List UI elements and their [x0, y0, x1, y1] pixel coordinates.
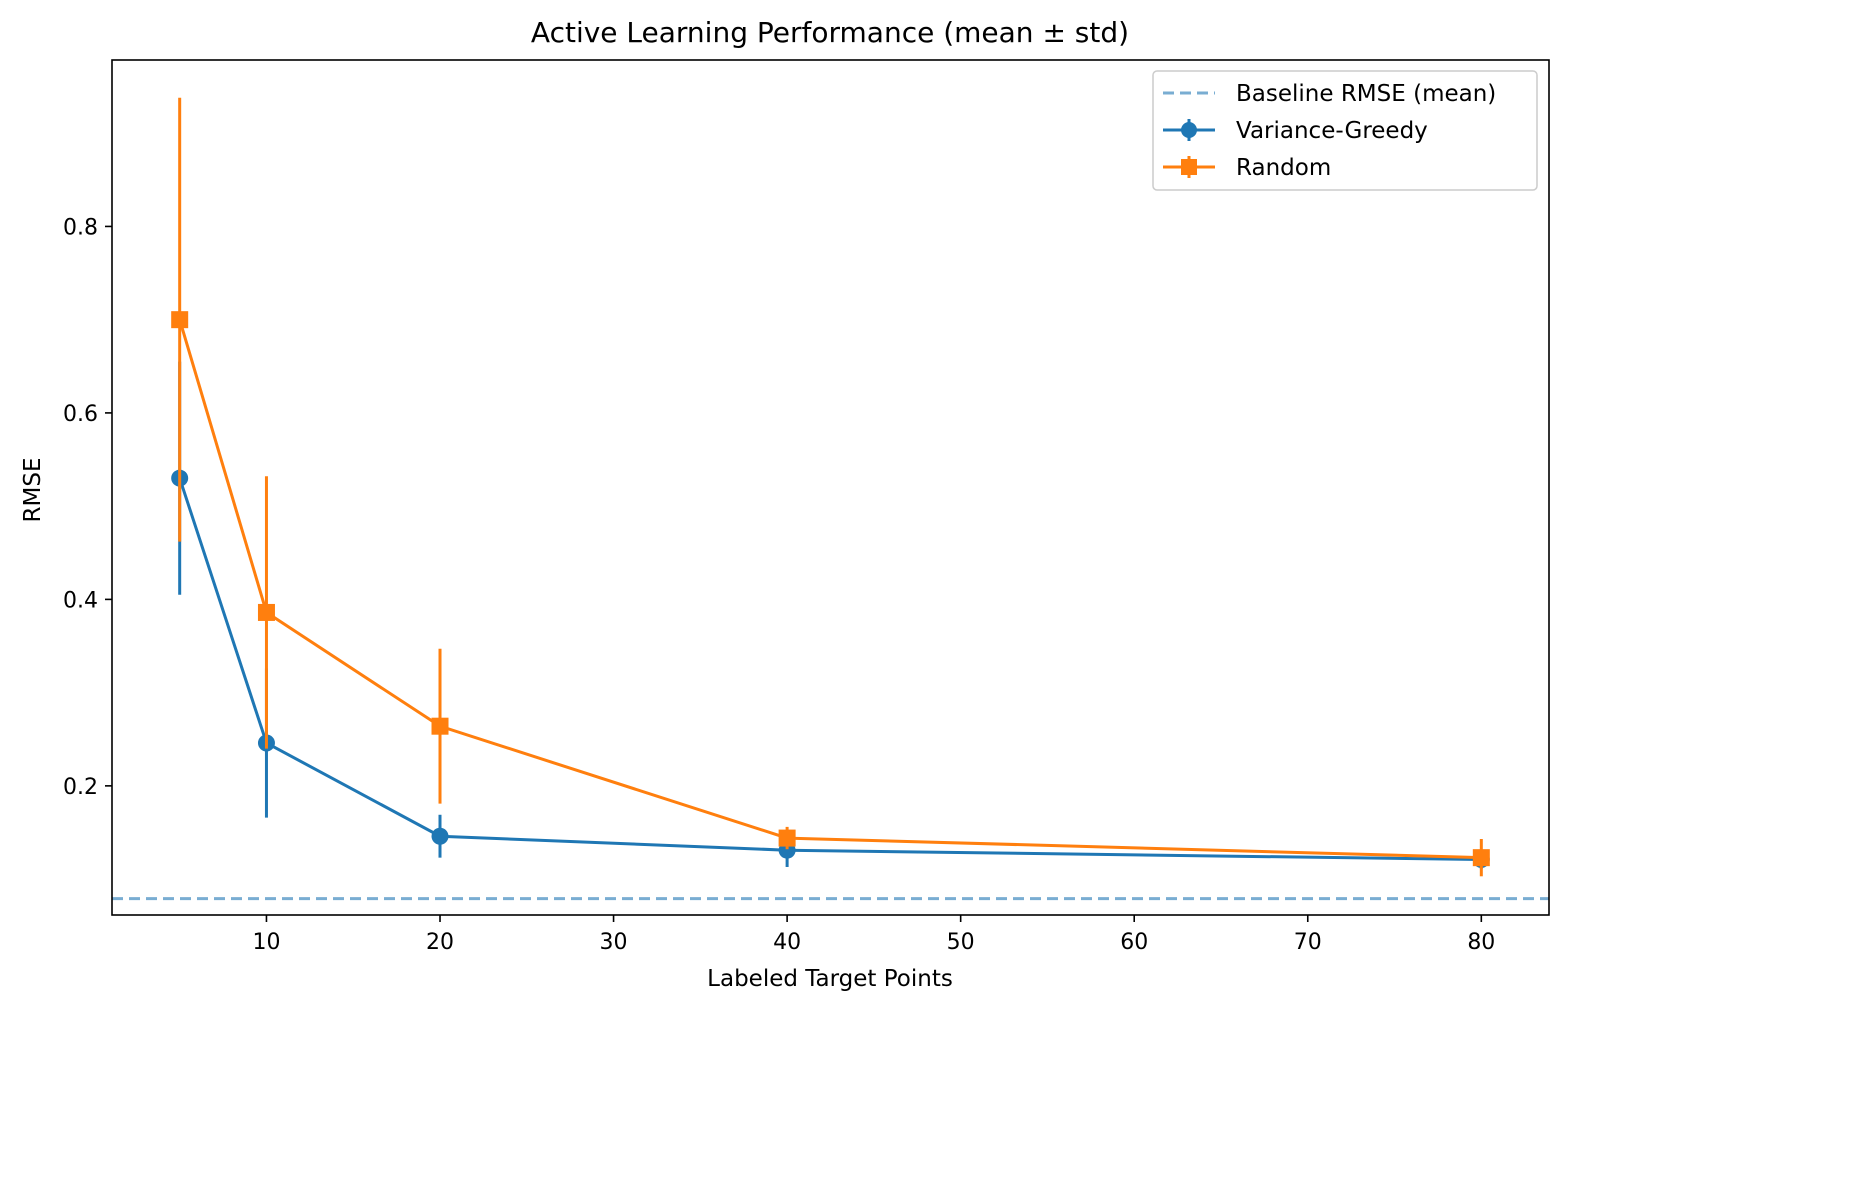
plot-area	[112, 97, 1549, 901]
legend-random-marker	[1181, 159, 1197, 175]
data-point	[257, 603, 275, 621]
x-tick-label: 80	[1467, 930, 1495, 955]
x-axis: 10 20 30 40 50 60 70 80	[252, 915, 1495, 955]
chart-title: Active Learning Performance (mean ± std)	[531, 16, 1129, 49]
y-tick-label: 0.8	[63, 215, 98, 240]
data-point	[431, 827, 449, 845]
y-tick-label: 0.6	[63, 402, 98, 427]
data-point	[1472, 849, 1490, 867]
data-point	[171, 311, 189, 329]
legend-variance-greedy-label: Variance-Greedy	[1236, 118, 1428, 144]
x-tick-label: 60	[1120, 930, 1148, 955]
y-axis-label: RMSE	[20, 458, 46, 523]
x-tick-label: 70	[1294, 930, 1322, 955]
legend-box	[1152, 70, 1538, 191]
series-random	[171, 97, 1490, 877]
chart-container: 10 20 30 40 50 60 70 80 0.2 0.4 0.6 0.8 Active Lea…	[20, 16, 1550, 992]
chart-svg: 10 20 30 40 50 60 70 80 0.2 0.4 0.6 0.8 Active Lea…	[20, 16, 1550, 992]
x-tick-label: 40	[773, 930, 801, 955]
x-tick-label: 30	[600, 930, 628, 955]
x-tick-label: 50	[947, 930, 975, 955]
x-tick-label: 20	[426, 930, 454, 955]
y-tick-label: 0.4	[63, 588, 98, 613]
legend-random-label: Random	[1236, 155, 1331, 181]
x-axis-label: Labeled Target Points	[707, 966, 953, 992]
plot-frame	[111, 59, 1550, 916]
legend: Baseline RMSE (mean) Variance-Greedy Ran…	[1152, 70, 1538, 191]
data-point	[431, 717, 449, 735]
legend-baseline-label: Baseline RMSE (mean)	[1236, 81, 1496, 107]
x-tick-label: 10	[252, 930, 280, 955]
y-axis: 0.2 0.4 0.6 0.8	[63, 215, 112, 800]
y-tick-label: 0.2	[63, 775, 98, 800]
data-point	[778, 829, 796, 847]
legend-variance-greedy-marker	[1181, 122, 1197, 138]
